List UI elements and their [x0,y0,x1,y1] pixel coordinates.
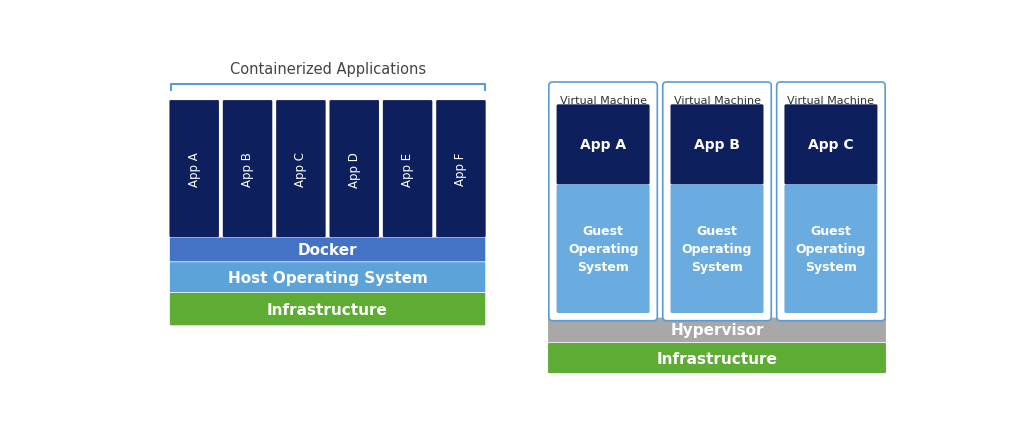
Text: App A: App A [580,138,626,152]
FancyBboxPatch shape [557,185,649,313]
Text: App A: App A [187,152,201,187]
FancyBboxPatch shape [776,83,885,321]
Text: App F: App F [455,153,467,186]
Text: App C: App C [808,138,854,152]
Text: Virtual Machine: Virtual Machine [787,95,874,105]
Text: App B: App B [241,152,254,187]
FancyBboxPatch shape [557,105,649,185]
FancyBboxPatch shape [223,101,272,237]
FancyBboxPatch shape [169,101,219,237]
FancyBboxPatch shape [548,343,886,373]
Text: Virtual Machine: Virtual Machine [559,95,646,105]
Text: App E: App E [401,152,414,186]
Text: App D: App D [348,151,360,187]
FancyBboxPatch shape [170,263,485,293]
Text: Hypervisor: Hypervisor [671,323,764,338]
FancyBboxPatch shape [671,185,764,313]
FancyBboxPatch shape [436,101,485,237]
Text: App C: App C [294,152,307,187]
FancyBboxPatch shape [276,101,326,237]
Text: Infrastructure: Infrastructure [656,351,777,366]
FancyBboxPatch shape [170,238,485,262]
FancyBboxPatch shape [383,101,432,237]
Text: App B: App B [694,138,740,152]
Text: Guest
Operating
System: Guest Operating System [682,225,753,273]
Text: Guest
Operating
System: Guest Operating System [568,225,638,273]
FancyBboxPatch shape [549,83,657,321]
FancyBboxPatch shape [548,318,886,342]
Text: Infrastructure: Infrastructure [267,302,388,317]
FancyBboxPatch shape [784,185,878,313]
FancyBboxPatch shape [170,293,485,326]
Text: Virtual Machine: Virtual Machine [674,95,761,105]
Text: Host Operating System: Host Operating System [227,270,427,285]
FancyBboxPatch shape [663,83,771,321]
FancyBboxPatch shape [784,105,878,185]
FancyBboxPatch shape [330,101,379,237]
Text: Guest
Operating
System: Guest Operating System [796,225,866,273]
Text: Docker: Docker [298,243,357,257]
FancyBboxPatch shape [671,105,764,185]
Text: Containerized Applications: Containerized Applications [229,62,426,77]
